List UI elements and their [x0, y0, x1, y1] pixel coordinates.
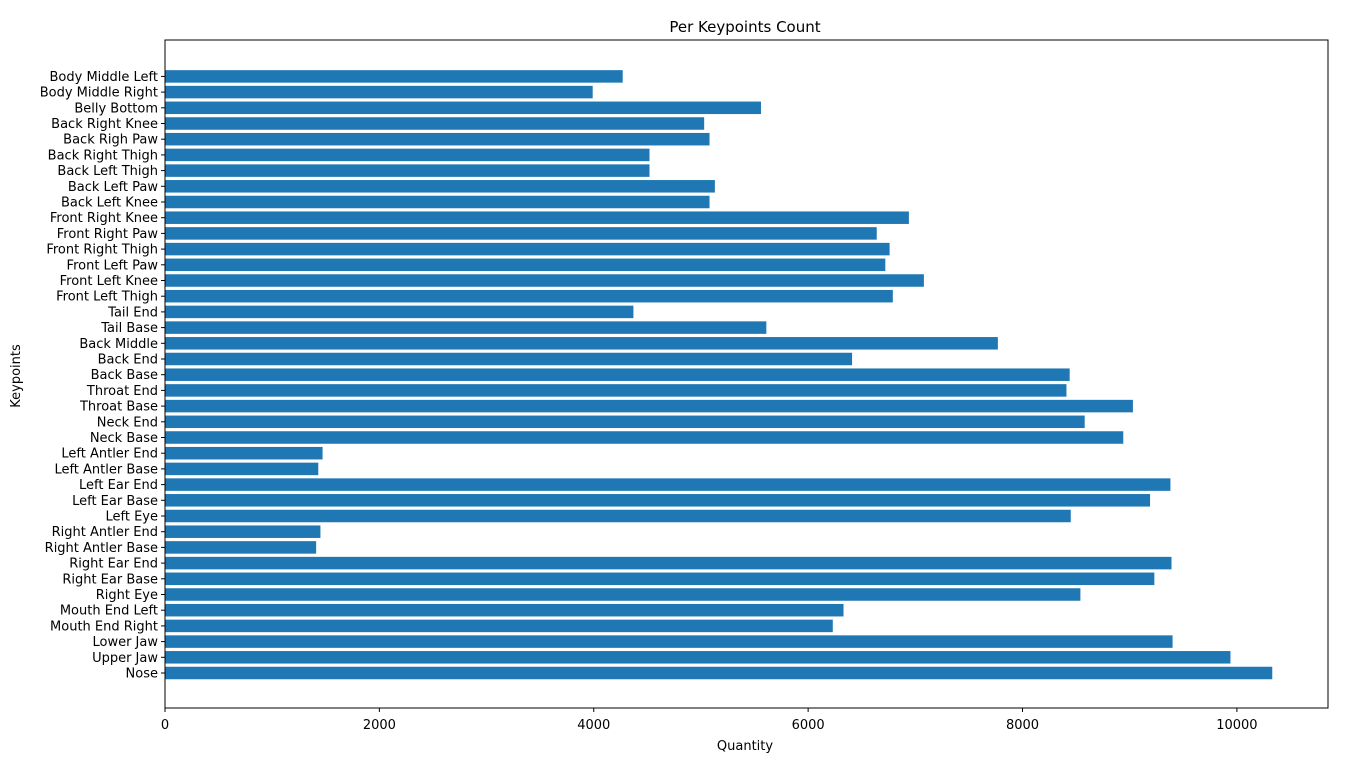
y-tick-label: Neck End	[97, 415, 158, 430]
bar-back-base	[165, 368, 1070, 381]
x-tick-label: 10000	[1216, 718, 1257, 733]
plot-frame	[164, 39, 1329, 709]
y-tick-label: Back End	[98, 353, 158, 368]
y-tick-label: Back Middle	[79, 337, 158, 352]
bar-left-antler-end	[165, 446, 323, 460]
y-tick-label: Throat Base	[79, 400, 158, 415]
bar-front-right-knee	[165, 211, 909, 224]
bar-neck-base	[165, 431, 1124, 444]
bar-back-middle	[165, 337, 998, 350]
bar-front-left-thigh	[165, 289, 893, 303]
x-ticks: 0 2000 4000 6000 8000 10000	[161, 708, 1258, 733]
x-tick-label: 0	[161, 718, 169, 733]
bar-front-left-paw	[165, 258, 886, 272]
bar-right-ear-end	[165, 556, 1172, 570]
y-tick-label: Front Left Paw	[67, 258, 159, 273]
bar-lower-jaw	[165, 635, 1173, 648]
y-tick-label: Right Antler End	[52, 525, 158, 540]
y-axis-title: Keypoints	[9, 344, 24, 408]
x-tick-label: 2000	[363, 718, 396, 733]
y-tick-label: Lower Jaw	[92, 635, 158, 650]
bar-throat-end	[165, 384, 1067, 397]
bar-back-left-thigh	[165, 164, 650, 177]
x-tick-label: 6000	[792, 718, 825, 733]
bar-upper-jaw	[165, 651, 1231, 664]
bar-right-antler-end	[165, 525, 321, 538]
y-tick-label: Body Middle Left	[50, 70, 158, 85]
y-tick-label: Mouth End Left	[60, 604, 158, 619]
bar-tail-end	[165, 305, 634, 319]
y-tick-label: Nose	[126, 667, 158, 682]
y-tick-label: Back Left Knee	[61, 196, 158, 211]
y-tick-label: Left Ear End	[79, 478, 158, 493]
bar-right-antler-base	[165, 541, 317, 554]
y-tick-label: Tail Base	[100, 321, 158, 336]
bar-mouth-end-left	[165, 603, 844, 617]
y-tick-label: Left Eye	[106, 510, 159, 525]
bar-left-ear-base	[165, 494, 1151, 507]
bar-tail-base	[165, 321, 767, 334]
bar-front-left-knee	[165, 274, 924, 287]
y-tick-label: Back Left Paw	[68, 180, 159, 195]
bars-group	[165, 70, 1273, 680]
y-tick-label: Right Ear End	[69, 557, 158, 572]
y-tick-label: Mouth End Right	[50, 619, 158, 634]
bar-left-antler-base	[165, 462, 319, 476]
y-tick-label: Left Antler Base	[54, 462, 158, 477]
y-tick-label: Back Base	[91, 368, 158, 383]
bar-back-end	[165, 352, 853, 366]
bar-mouth-end-right	[165, 619, 833, 633]
y-tick-label: Belly Bottom	[74, 101, 158, 116]
y-tick-label: Throat End	[86, 384, 158, 399]
y-tick-label: Neck Base	[90, 431, 158, 446]
bar-back-left-knee	[165, 195, 710, 209]
bar-front-right-paw	[165, 227, 877, 240]
bar-body-middle-right	[165, 85, 593, 99]
x-tick-label: 8000	[1006, 718, 1039, 733]
y-tick-label: Front Left Thigh	[56, 290, 158, 305]
bar-back-right-knee	[165, 117, 705, 130]
bar-neck-end	[165, 415, 1085, 429]
y-tick-label: Front Left Knee	[60, 274, 158, 289]
y-tick-label: Front Right Paw	[57, 227, 159, 242]
bar-body-middle-left	[165, 70, 623, 83]
bar-left-ear-end	[165, 478, 1171, 491]
y-tick-label: Back Righ Paw	[63, 133, 158, 148]
bar-back-left-paw	[165, 180, 715, 193]
y-tick-label: Right Antler Base	[45, 541, 158, 556]
y-tick-label: Left Ear Base	[72, 494, 158, 509]
bar-back-righ-paw	[165, 132, 710, 146]
y-tick-label: Left Antler End	[61, 447, 158, 462]
bar-right-eye	[165, 588, 1081, 601]
chart-title: Per Keypoints Count	[669, 18, 820, 36]
bar-throat-base	[165, 399, 1133, 413]
y-tick-label: Back Right Knee	[51, 117, 158, 132]
bar-right-ear-base	[165, 572, 1155, 586]
y-tick-label: Back Left Thigh	[57, 164, 158, 179]
bar-front-right-thigh	[165, 242, 890, 256]
bar-back-right-thigh	[165, 148, 650, 162]
y-tick-label: Right Ear Base	[62, 572, 158, 587]
bar-left-eye	[165, 509, 1071, 523]
bar-belly-bottom	[165, 101, 761, 115]
x-tick-label: 4000	[577, 718, 610, 733]
y-tick-label: Front Right Thigh	[46, 243, 158, 258]
y-tick-label: Front Right Knee	[50, 211, 158, 226]
y-tick-label: Back Right Thigh	[48, 148, 158, 163]
y-tick-label: Right Eye	[96, 588, 158, 603]
bar-nose	[165, 666, 1273, 680]
x-axis-title: Quantity	[717, 739, 773, 754]
y-tick-label: Body Middle Right	[40, 86, 158, 101]
y-tick-label: Tail End	[107, 305, 158, 320]
y-tick-label: Upper Jaw	[92, 651, 158, 666]
